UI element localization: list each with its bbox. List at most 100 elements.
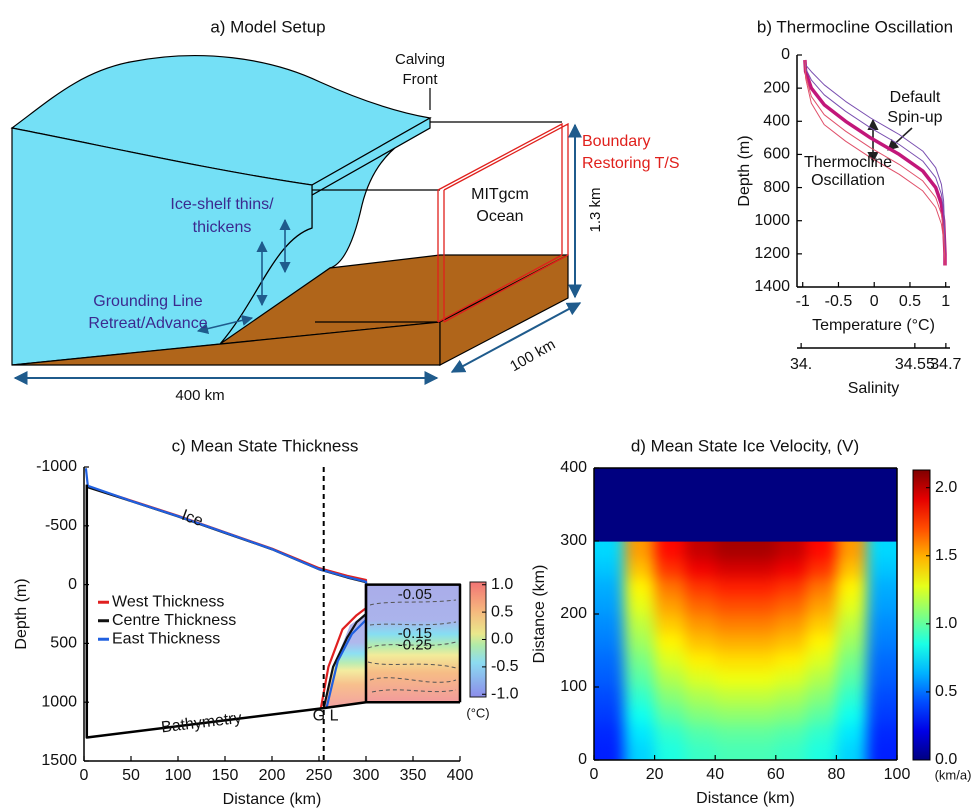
x-tick-label: 0 [870,293,879,310]
series-line [804,59,946,266]
heatmap-cell [654,741,686,760]
heatmap-cell [745,741,777,760]
heatmap-cell [624,632,656,652]
colorbar-tick-label: -1.0 [491,685,519,702]
heatmap-cell [715,504,747,542]
contour-label: -0.15 [398,625,432,642]
heatmap-cell [654,577,686,597]
x-tick-label: 50 [122,767,140,784]
y-tick-label: 1000 [41,693,77,710]
heatmap-cell [806,577,837,597]
heatmap-cell [715,541,747,560]
temperature-field [324,585,460,708]
heatmap-cell [624,614,656,633]
heatmap-cell [806,668,837,688]
heatmap-cell [866,741,897,760]
label: Ocean [476,208,523,225]
heatmap-cell [624,687,656,706]
heatmap-cell [684,559,716,579]
annotation: Bathymetry [160,710,242,737]
heatmap-cell [654,595,686,615]
x-axis-label: Distance (km) [696,790,795,807]
x-tick-label: 150 [212,767,239,784]
contour-label: -0.05 [398,586,432,603]
heatmap-cell [806,632,837,652]
heatmap-cell [594,614,625,633]
heatmap-cell [654,650,686,670]
heatmap-cell [594,723,625,743]
heatmap-cell [775,741,807,760]
heatmap-cell [775,614,807,633]
heatmap-cell [684,541,716,560]
label: 400 km [175,387,224,404]
heatmap-cell [745,577,777,597]
heatmap-cell [745,541,777,560]
heatmap-cell [594,650,625,670]
x-tick-label: 0.5 [899,293,921,310]
heatmap-cell [836,741,868,760]
panel: -1 -0.5 0 0.5 1 0 200 400 600 800 1000 1200 1400 b) T… [736,17,961,397]
heatmap [594,468,897,760]
contour-label: -0.25 [398,637,432,654]
heatmap-cell [836,595,868,615]
series-line [364,583,462,703]
heatmap-cell [684,614,716,633]
heatmap-cell [836,614,868,633]
colorbar-tick-label: 1.5 [935,547,957,564]
heatmap-cell [836,632,868,652]
colorbar-tick-label: 0.5 [935,683,957,700]
heatmap-cell [806,741,837,760]
heatmap-cell [745,468,777,506]
heatmap-cell [806,559,837,579]
heatmap-cell [775,559,807,579]
heatmap-cell [715,595,747,615]
heatmap-cell [775,705,807,725]
heatmap-cell [745,595,777,615]
chart-title: d) Mean State Ice Velocity, (V) [631,436,859,455]
x-tick-label: 20 [646,766,664,783]
y-tick-label: 1200 [754,245,790,262]
heatmap-cell [624,650,656,670]
colorbar [912,469,931,761]
heatmap-cell [594,559,625,579]
label: thickens [193,219,252,236]
heatmap-cell [806,541,837,560]
x-tick-label: 100 [165,767,192,784]
heatmap-cell [654,468,686,506]
series-line [804,59,946,266]
heatmap-cell [866,541,897,560]
heatmap-cell [866,705,897,725]
panel: 0 20 40 60 80 100 0 100 200 300 400 d) Mean State I… [531,436,971,807]
colorbar-tick-label: 1.0 [935,615,957,632]
colorbar-tick-label: 0.0 [935,751,957,768]
x2-tick-label: 34. [790,356,812,373]
y-tick-label: 0 [781,46,790,63]
heatmap-cell [684,741,716,760]
heatmap-plain [594,468,897,542]
heatmap-cell [836,723,868,743]
heatmap-cell [866,614,897,633]
heatmap-cell [745,723,777,743]
heatmap-cell [745,705,777,725]
heatmap-cell [806,468,837,506]
x-tick-label: -1 [796,293,810,310]
heatmap-cell [775,504,807,542]
legend-label: West Thickness [112,593,224,610]
heatmap-cell [624,741,656,760]
heatmap-cell [866,577,897,597]
heatmap-cell [624,541,656,560]
heatmap-cell [715,705,747,725]
contour [367,599,457,693]
heatmap-cell [866,632,897,652]
heatmap-cell [715,723,747,743]
x2-tick-label: 34.55 [895,356,935,373]
annotation: Thermocline [804,154,892,171]
heatmap-cell [866,504,897,542]
heatmap-cell [594,741,625,760]
y-tick-label: 200 [763,79,790,96]
heatmap-cell [684,595,716,615]
heatmap-cell [836,577,868,597]
heatmap-cell [594,687,625,706]
y-tick-label: 300 [560,532,587,549]
